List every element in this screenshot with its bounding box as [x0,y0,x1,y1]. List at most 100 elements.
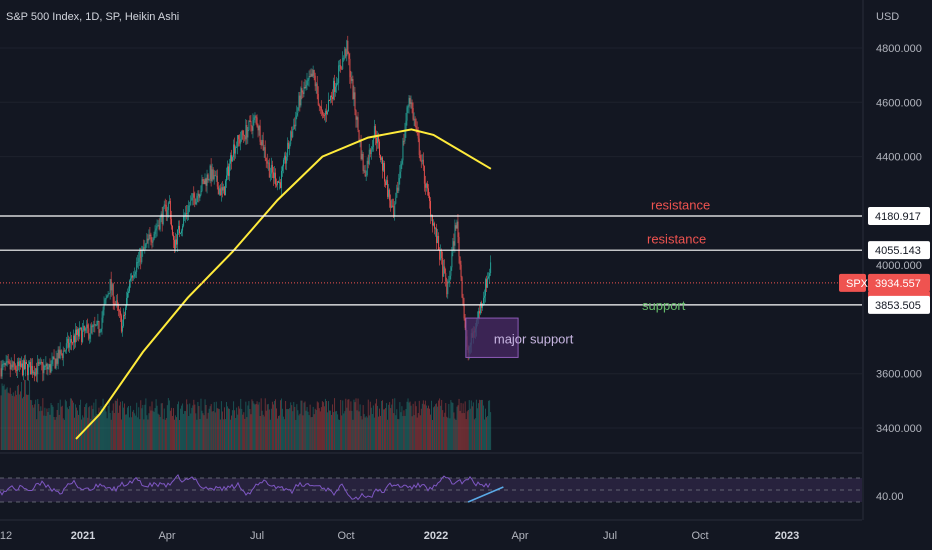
volume-bar [192,405,194,450]
candle-body [130,278,132,281]
candle-body [33,372,35,374]
volume-bar [2,386,4,450]
volume-bar [454,418,456,450]
x-tick: 12 [0,530,12,542]
volume-bar [13,396,15,450]
volume-bar [191,407,193,450]
horizontal-levels[interactable]: resistance resistance support [0,197,862,313]
support-zone[interactable]: major support [465,317,574,358]
candle-body [345,49,347,57]
volume-bar [64,399,66,450]
candle-body [364,170,366,177]
volume-bar [277,418,278,450]
volume-bar [411,416,413,450]
volume-bar [50,402,52,450]
volume-bar [346,407,348,450]
volume-bar [98,407,100,450]
candle-body [352,79,354,100]
candle-body [118,310,120,312]
candle-body [95,325,97,327]
candle-body [280,182,281,188]
volume-bar [438,400,440,450]
candle-body [35,368,37,376]
candle-body [105,297,107,300]
volume-bar [77,410,78,450]
volume-bar [209,406,211,450]
candle-body [271,165,273,173]
volume-bar [436,403,438,450]
volume-bar [89,406,91,450]
candle-body [149,234,151,236]
volume-bar [114,400,116,450]
candle-body [281,170,282,188]
candle-body [90,325,92,336]
chart-title: S&P 500 Index, 1D, SP, Heikin Ashi [6,11,180,23]
volume-bar [143,419,145,450]
volume-bar [389,402,391,450]
candle-body [351,79,353,81]
candle-body [386,180,388,186]
volume-bar [23,396,24,450]
candle-body [306,80,308,85]
volume-bar [257,404,259,450]
candle-body [458,237,460,257]
volume-bar [270,408,272,450]
candle-body [99,331,101,333]
candle-body [331,95,332,98]
volume-bar [260,398,262,450]
candle-body [289,144,291,149]
resistance-label: resistance [651,197,710,212]
candle-body [487,278,489,288]
volume-bar [263,416,265,450]
volume-bar [374,403,376,450]
volume-bar [458,398,460,450]
volume-bar [108,401,110,450]
volume-bar [259,415,261,450]
volume-bar [441,399,443,450]
volume-bar [180,408,182,450]
candle-body [433,223,434,226]
volume-bar [482,399,483,450]
volume-bar [442,410,444,450]
volume-bar [103,406,105,450]
candle-body [176,239,177,245]
price-axis[interactable]: 4800.000 4600.000 4400.000 3600.000 3400.000… [862,0,922,520]
candle-body [180,233,182,235]
candle-body [334,80,336,93]
time-axis[interactable]: 12 2021 Apr Jul Oct 2022 Apr Jul Oct 2023 [0,519,862,542]
rsi-panel[interactable]: 40.00 [0,452,904,503]
candle-body [215,175,217,177]
volume-bar [151,401,153,450]
candle-body [312,69,314,77]
volume-bar [327,412,328,450]
candle-body [7,361,9,363]
volume-bar [304,401,306,450]
candle-body [273,172,275,179]
volume-bar [351,410,353,450]
volume-bar [54,419,56,450]
volume-bar [83,417,85,450]
volume-bar [381,401,382,450]
candle-body [29,362,31,365]
candle-body [445,273,447,282]
candle-body [93,324,95,326]
volume-bar [29,380,31,450]
volume-bar [195,413,197,450]
candlesticks[interactable] [0,35,492,383]
volume-bar [24,379,25,450]
candle-body [191,197,193,201]
volume-bar [410,405,412,450]
candle-body [412,107,414,120]
candle-body [374,126,376,138]
candle-body [369,149,371,155]
volume-bar [230,419,231,450]
volume-bar [396,409,398,450]
candle-body [279,182,280,184]
candle-body [394,203,396,216]
volume-bar [357,398,359,450]
candle-body [70,338,72,343]
candle-body [462,297,464,305]
candle-body [317,94,319,106]
candle-body [170,218,172,226]
